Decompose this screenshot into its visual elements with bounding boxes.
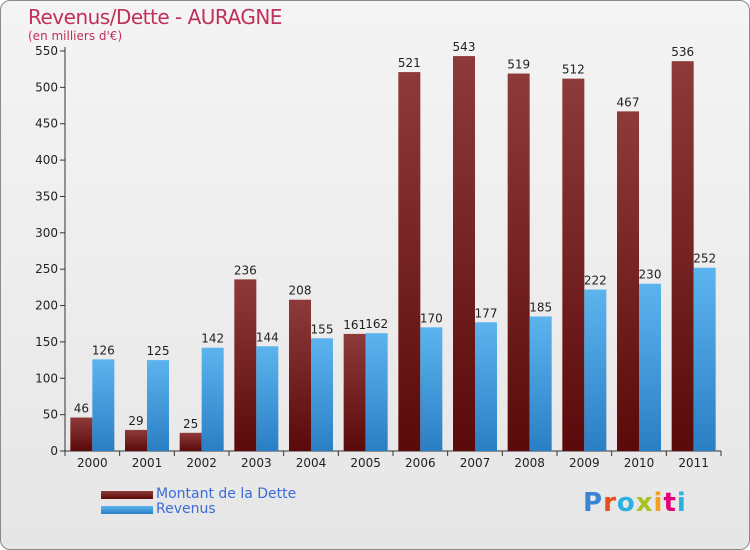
data-label: 46 [74, 402, 89, 416]
data-label: 230 [639, 268, 662, 282]
data-label: 536 [671, 45, 694, 59]
bar-dette [617, 111, 639, 451]
bar-revenus [92, 359, 115, 451]
y-tick-label: 550 [35, 44, 58, 58]
legend-swatch-revenus [101, 506, 153, 514]
bar-revenus [475, 322, 497, 451]
data-label: 29 [128, 414, 143, 428]
data-label: 25 [183, 417, 198, 431]
bar-dette [343, 333, 366, 451]
logo-letter: o [616, 488, 636, 518]
x-tick-label: 2003 [241, 456, 272, 470]
y-tick-label: 500 [35, 80, 58, 94]
y-tick-label: 450 [35, 117, 58, 131]
data-label: 521 [398, 56, 421, 70]
bar-dette [234, 279, 257, 451]
bar-dette [125, 429, 147, 451]
bar-revenus [639, 283, 661, 451]
chart-title: Revenus/Dette - AURAGNE [28, 5, 282, 29]
data-label: 543 [453, 40, 476, 54]
data-label: 170 [420, 311, 443, 325]
bar-revenus [365, 333, 388, 451]
data-label: 208 [289, 284, 312, 298]
y-tick-label: 200 [35, 299, 58, 313]
logo-letter: x [635, 488, 654, 518]
x-tick-label: 2008 [514, 456, 545, 470]
bar-dette [70, 417, 93, 451]
data-label: 161 [343, 318, 366, 332]
data-label: 126 [92, 343, 115, 357]
logo-letter: i [653, 488, 664, 518]
x-tick-label: 2009 [569, 456, 600, 470]
bar-revenus [201, 347, 224, 451]
y-tick-label: 150 [35, 335, 58, 349]
bar-dette [289, 299, 311, 451]
data-label: 236 [234, 263, 257, 277]
bar-dette [562, 78, 585, 452]
x-tick-label: 2002 [186, 456, 217, 470]
data-label: 142 [201, 332, 224, 346]
y-tick-label: 300 [35, 226, 58, 240]
bar-dette [398, 72, 421, 451]
data-label: 144 [256, 330, 279, 344]
bar-revenus [147, 360, 169, 451]
data-label: 512 [562, 63, 585, 77]
data-label: 222 [584, 274, 607, 288]
y-tick-label: 0 [50, 444, 58, 458]
bar-revenus [420, 327, 443, 451]
y-tick-label: 100 [35, 371, 58, 385]
bar-dette [453, 56, 475, 451]
y-tick-label: 350 [35, 189, 58, 203]
bar-revenus [693, 267, 716, 451]
data-label: 155 [311, 322, 334, 336]
logo-letter: r [603, 488, 617, 518]
bar-revenus [529, 316, 552, 451]
x-tick-label: 2004 [296, 456, 327, 470]
bar-revenus [256, 346, 279, 451]
bar-dette [179, 432, 202, 451]
data-label: 125 [147, 344, 170, 358]
y-tick-label: 50 [43, 408, 58, 422]
data-label: 162 [365, 317, 388, 331]
x-tick-label: 2011 [678, 456, 709, 470]
legend-swatch-dette [101, 491, 153, 499]
legend-label-revenus: Revenus [156, 501, 216, 517]
y-tick-label: 400 [35, 153, 58, 167]
data-label: 252 [693, 252, 716, 266]
data-label: 467 [617, 95, 640, 109]
x-tick-label: 2010 [624, 456, 655, 470]
legend-label-dette: Montant de la Dette [156, 486, 297, 502]
bar-revenus [311, 338, 333, 451]
x-tick-label: 2007 [460, 456, 491, 470]
x-tick-label: 2000 [77, 456, 108, 470]
bar-dette [507, 73, 530, 451]
bar-revenus [584, 289, 607, 451]
x-tick-label: 2005 [350, 456, 381, 470]
proxiti-logo: Proxiti [583, 488, 687, 518]
data-label: 185 [529, 300, 552, 314]
chart-subtitle: (en milliers d'€) [28, 29, 123, 43]
y-tick-label: 250 [35, 262, 58, 276]
logo-letter: P [583, 488, 604, 518]
logo-letter: t [663, 488, 677, 518]
x-tick-label: 2001 [132, 456, 163, 470]
data-label: 519 [507, 58, 530, 72]
x-tick-label: 2006 [405, 456, 436, 470]
logo-letter: i [676, 488, 687, 518]
data-label: 177 [475, 306, 498, 320]
bar-dette [671, 61, 694, 451]
